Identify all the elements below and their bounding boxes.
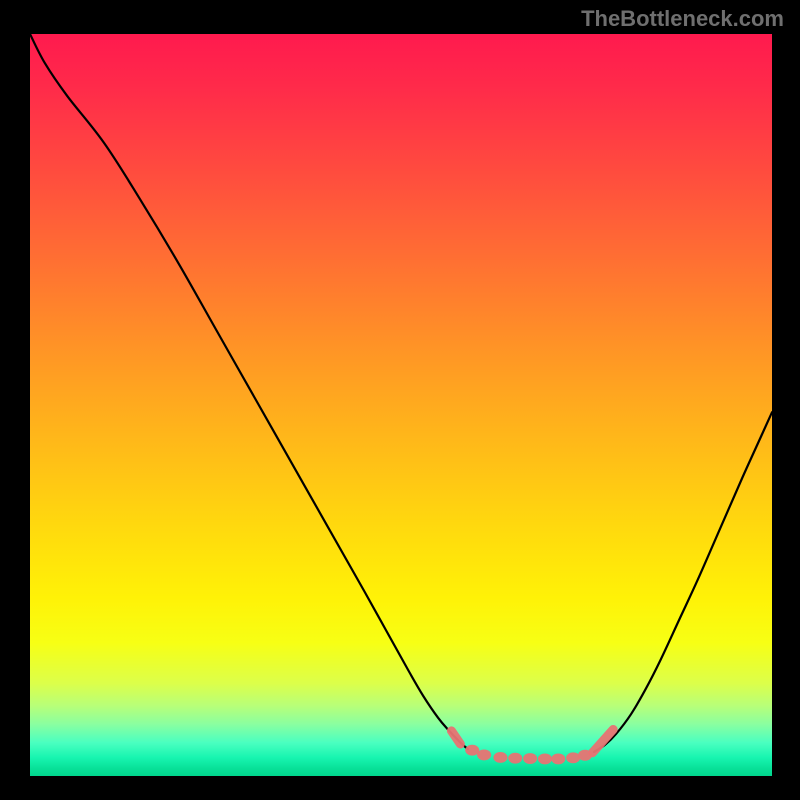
bottleneck-chart (30, 34, 772, 776)
chart-svg (30, 34, 772, 776)
watermark-text: TheBottleneck.com (581, 6, 784, 32)
chart-background (30, 34, 772, 776)
